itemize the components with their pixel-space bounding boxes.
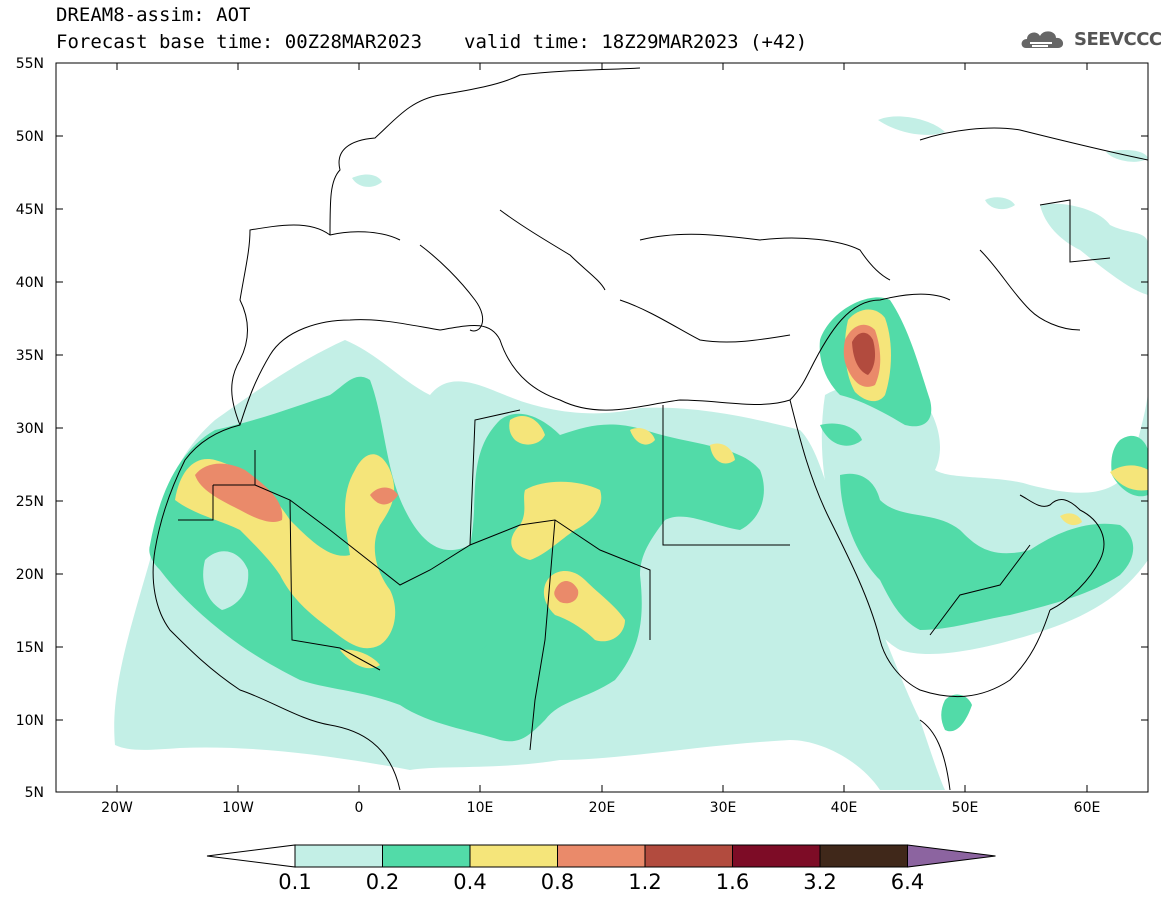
- lat-label: 45N: [16, 202, 44, 218]
- colorbar-label: 6.4: [891, 870, 924, 894]
- colorbar-segment: [732, 844, 821, 868]
- colorbar-segment: [557, 844, 646, 868]
- lon-label: 40E: [831, 800, 858, 816]
- colorbar-segment: [644, 844, 733, 868]
- lat-label: 20N: [16, 567, 44, 583]
- colorbar-label: 1.6: [716, 870, 749, 894]
- valid-time: valid time: 18Z29MAR2023 (+42): [464, 31, 808, 53]
- colorbar: 0.1 0.2 0.4 0.8 1.2 1.6 3.2 6.4: [206, 844, 996, 894]
- lat-label: 40N: [16, 275, 44, 291]
- lon-label: 50E: [952, 800, 979, 816]
- lon-label: 20E: [589, 800, 616, 816]
- lon-ticks: [116, 63, 1088, 792]
- aot-field: [114, 116, 1148, 790]
- lat-label: 15N: [16, 640, 44, 656]
- coastlines: [152, 67, 1148, 791]
- logo-text: SEEVCCC: [1074, 28, 1162, 50]
- lat-label: 10N: [16, 713, 44, 729]
- colorbar-segment: [294, 844, 383, 868]
- colorbar-segment: [469, 844, 558, 868]
- lon-label: 20W: [101, 800, 133, 816]
- borders: [178, 199, 1111, 751]
- lat-label: 35N: [16, 348, 44, 364]
- lon-label: 30E: [710, 800, 737, 816]
- lat-label: 50N: [16, 129, 44, 145]
- lat-labels: 55N 50N 45N 40N 35N 30N 25N 20N 15N 10N …: [16, 56, 44, 801]
- lon-labels: 20W 10W 0 10E 20E 30E 40E 50E 60E: [101, 800, 1100, 816]
- time-info: Forecast base time: 00Z28MAR2023 valid ti…: [56, 31, 807, 53]
- colorbar-label: 1.2: [628, 870, 661, 894]
- colorbar-arrow-high: [907, 844, 996, 868]
- lat-ticks: [56, 62, 1148, 793]
- lon-label: 10W: [222, 800, 254, 816]
- chart-title: DREAM8-assim: AOT: [56, 4, 251, 26]
- lon-label: 0: [355, 800, 364, 816]
- aot-band-0.2: [149, 297, 1148, 742]
- cloud-icon: [1021, 31, 1064, 48]
- lat-label: 55N: [16, 56, 44, 72]
- lat-label: 5N: [25, 785, 44, 801]
- colorbar-segment: [819, 844, 908, 868]
- lat-label: 25N: [16, 494, 44, 510]
- lon-label: 10E: [467, 800, 494, 816]
- colorbar-label: 3.2: [803, 870, 836, 894]
- base-time: Forecast base time: 00Z28MAR2023: [56, 31, 423, 53]
- lon-label: 60E: [1074, 800, 1101, 816]
- lat-label: 30N: [16, 421, 44, 437]
- colorbar-label: 0.1: [278, 870, 311, 894]
- colorbar-label: 0.4: [453, 870, 486, 894]
- colorbar-label: 0.2: [366, 870, 399, 894]
- aot-band-1.2: [852, 332, 876, 375]
- seevccc-logo: SEEVCCC: [1018, 26, 1162, 52]
- colorbar-arrow-low: [206, 844, 296, 868]
- colorbar-segment: [382, 844, 471, 868]
- colorbar-label: 0.8: [541, 870, 574, 894]
